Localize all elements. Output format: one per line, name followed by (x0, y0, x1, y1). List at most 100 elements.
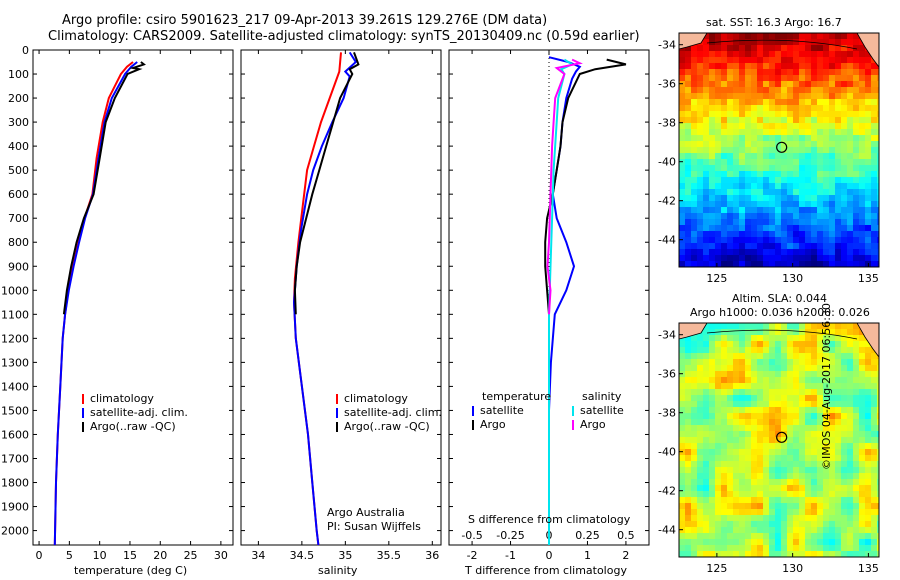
map-cell (685, 443, 691, 449)
map-cell (745, 485, 751, 491)
map-cell (787, 195, 793, 201)
map-cell (709, 189, 715, 195)
map-cell (793, 497, 799, 503)
map-cell (835, 105, 841, 111)
map-cell (859, 533, 865, 539)
map-cell (865, 449, 871, 455)
map-cell (877, 455, 879, 461)
legend-item: satellite (572, 404, 624, 418)
map-cell (865, 407, 871, 413)
legend-label: satellite-adj. clim. (344, 406, 442, 419)
map-cell (811, 39, 817, 45)
map-cell (787, 467, 793, 473)
map-cell (715, 105, 721, 111)
map-cell (757, 93, 763, 99)
map-cell (859, 377, 865, 383)
map-cell (775, 449, 781, 455)
map-cell (685, 377, 691, 383)
map-cell (739, 123, 745, 129)
map-cell (727, 347, 733, 353)
map-cell (697, 57, 703, 63)
map-cell (793, 57, 799, 63)
map-cell (805, 219, 811, 225)
map-cell (847, 69, 853, 75)
map-cell (757, 323, 763, 329)
map-cell (757, 503, 763, 509)
map-cell (745, 329, 751, 335)
map-cell (721, 165, 727, 171)
map-cell (757, 63, 763, 69)
map-cell (703, 485, 709, 491)
map-cell (739, 491, 745, 497)
map-cell (751, 171, 757, 177)
map-cell (859, 141, 865, 147)
map-cell (835, 359, 841, 365)
map-cell (727, 329, 733, 335)
map-cell (763, 171, 769, 177)
map-cell (679, 509, 685, 515)
map-cell (817, 341, 823, 347)
map-cell (703, 467, 709, 473)
map-cell (697, 81, 703, 87)
map-cell (859, 407, 865, 413)
map-cell (793, 189, 799, 195)
map-cell (721, 147, 727, 153)
map-cell (853, 479, 859, 485)
map-cell (781, 371, 787, 377)
map-cell (739, 57, 745, 63)
map-cell (823, 225, 829, 231)
map-cell (841, 353, 847, 359)
map-cell (685, 135, 691, 141)
map-cell (697, 225, 703, 231)
map-cell (799, 225, 805, 231)
map-cell (721, 497, 727, 503)
map-cell (787, 189, 793, 195)
map-cell (859, 147, 865, 153)
map-cell (781, 135, 787, 141)
map-cell (829, 443, 835, 449)
map-cell (757, 431, 763, 437)
map-cell (733, 225, 739, 231)
map-cell (757, 129, 763, 135)
map-cell (799, 135, 805, 141)
map-cell (853, 255, 859, 261)
map-cell (859, 237, 865, 243)
map-cell (703, 225, 709, 231)
map-cell (781, 123, 787, 129)
map-cell (739, 87, 745, 93)
map-cell (721, 129, 727, 135)
map-cell (733, 141, 739, 147)
map-cell (691, 243, 697, 249)
map-cell (727, 237, 733, 243)
map-cell (769, 443, 775, 449)
map-cell (691, 153, 697, 159)
map-cell (841, 329, 847, 335)
map-cell (757, 539, 763, 545)
map-cell (817, 431, 823, 437)
map-cell (859, 51, 865, 57)
map-cell (835, 171, 841, 177)
map-cell (703, 201, 709, 207)
map-cell (859, 449, 865, 455)
map-cell (697, 93, 703, 99)
map-cell (817, 551, 823, 557)
map-cell (793, 141, 799, 147)
map-cell (691, 455, 697, 461)
map-cell (733, 503, 739, 509)
map-cell (721, 323, 727, 329)
map-cell (733, 189, 739, 195)
map-cell (685, 389, 691, 395)
map-cell (829, 449, 835, 455)
map-cell (727, 45, 733, 51)
map-cell (835, 75, 841, 81)
map-cell (763, 81, 769, 87)
diff-legend: temperature salinity satellite Argo sate… (470, 390, 640, 440)
series-line (62, 61, 146, 315)
map-cell (685, 407, 691, 413)
map-cell (799, 491, 805, 497)
map-cell (781, 329, 787, 335)
map-cell (739, 425, 745, 431)
map-cell (739, 195, 745, 201)
map-cell (775, 231, 781, 237)
map-cell (811, 353, 817, 359)
